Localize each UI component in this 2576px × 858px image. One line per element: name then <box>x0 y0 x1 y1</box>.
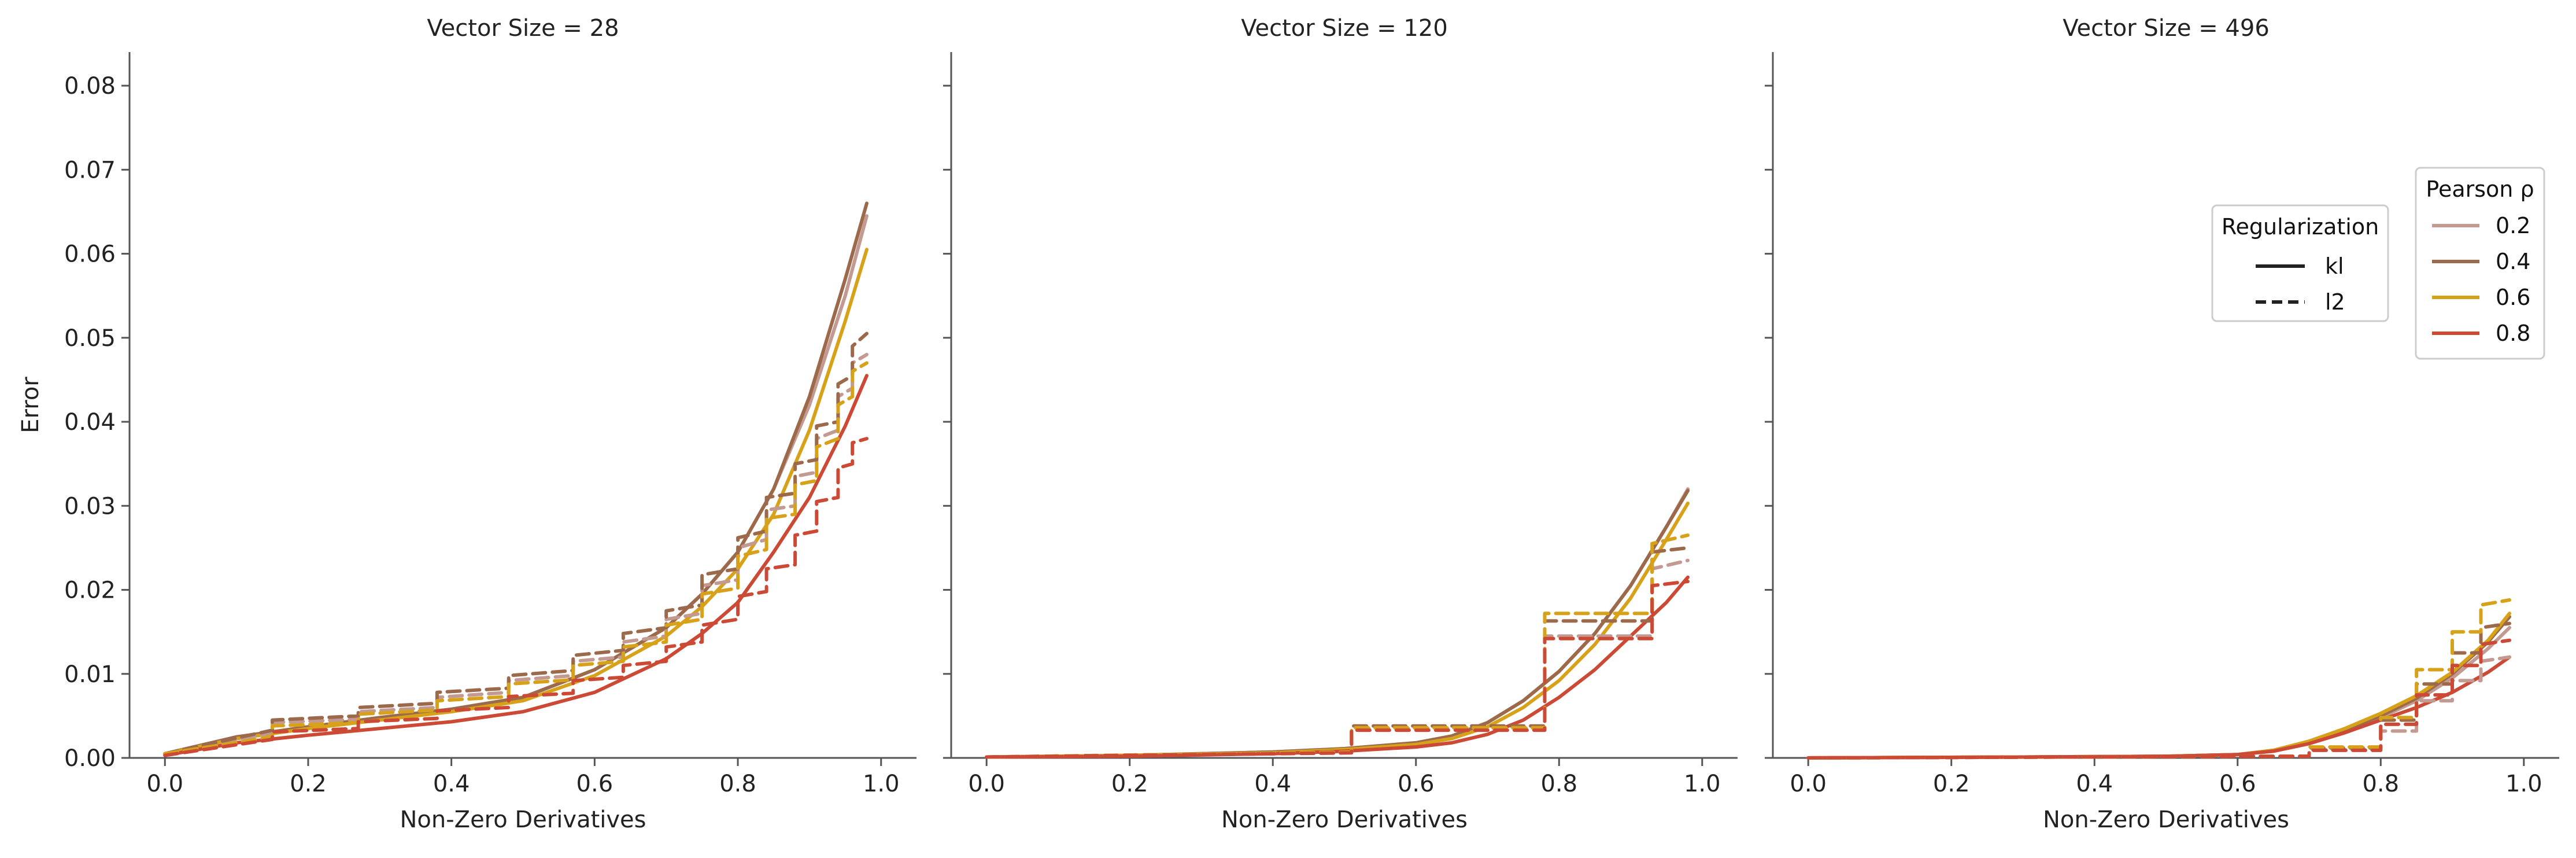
y-tick-label: 0.08 <box>64 73 116 100</box>
y-tick-label: 0.07 <box>64 157 116 183</box>
legend-label-kl: kl <box>2325 253 2344 279</box>
x-tick-label: 0.6 <box>1398 771 1435 797</box>
x-tick-label: 1.0 <box>1684 771 1721 797</box>
x-axis-title: Non-Zero Derivatives <box>2043 807 2289 833</box>
x-axis-title: Non-Zero Derivatives <box>400 807 646 833</box>
legend-pearson-box <box>2415 167 2545 360</box>
series-line-kl-rho-0-4 <box>1806 615 2511 760</box>
series-line-l2-rho-0-8 <box>985 580 1690 759</box>
x-axis-title: Non-Zero Derivatives <box>1221 807 1468 833</box>
x-tick-label: 0.0 <box>146 771 183 797</box>
x-tick-label: 0.2 <box>1111 771 1148 797</box>
series-line-l2-rho-0-6 <box>163 361 868 756</box>
series-line-kl-rho-0-4 <box>163 201 868 756</box>
series-line-l2-rho-0-4 <box>163 332 868 756</box>
series-line-kl-rho-0-2 <box>985 487 1690 759</box>
series-line-l2-rho-0-4 <box>1806 621 2511 760</box>
x-tick-label: 0.6 <box>576 771 613 797</box>
y-tick-label: 0.06 <box>64 241 116 268</box>
y-axis-title: Error <box>17 377 44 433</box>
y-tick-label: 0.03 <box>64 493 116 520</box>
legend-label-rho-0-8: 0.8 <box>2496 321 2530 346</box>
legend-label-rho-0-4: 0.4 <box>2496 249 2530 274</box>
x-tick-label: 0.2 <box>290 771 327 797</box>
series-line-kl-rho-0-4 <box>985 489 1690 759</box>
series-line-kl-rho-0-2 <box>163 214 868 756</box>
series-line-kl-rho-0-8 <box>163 374 868 757</box>
x-tick-label: 1.0 <box>2505 771 2542 797</box>
x-tick-label: 0.4 <box>1254 771 1291 797</box>
legend-regularization-box <box>2211 204 2389 322</box>
series-line-l2-rho-0-4 <box>985 546 1690 759</box>
x-tick-label: 0.8 <box>1540 771 1577 797</box>
y-tick-label: 0.04 <box>64 409 116 436</box>
y-tick-label: 0.02 <box>64 577 116 604</box>
series-line-kl-rho-0-2 <box>1806 625 2511 760</box>
x-tick-label: 0.2 <box>1933 771 1970 797</box>
series-line-kl-rho-0-6 <box>1806 612 2511 760</box>
panel-title: Vector Size = 496 <box>2063 15 2270 42</box>
legend-label-rho-0-6: 0.6 <box>2496 285 2530 310</box>
series-line-kl-rho-0-6 <box>985 501 1690 759</box>
y-tick-label: 0.00 <box>64 745 116 772</box>
panel-title: Vector Size = 120 <box>1241 15 1448 42</box>
x-tick-label: 0.8 <box>2362 771 2399 797</box>
x-tick-label: 0.0 <box>968 771 1005 797</box>
y-tick-label: 0.05 <box>64 325 116 352</box>
x-tick-label: 0.4 <box>2076 771 2113 797</box>
legend-pearson-title: Pearson ρ <box>2426 176 2534 202</box>
x-tick-label: 0.8 <box>719 771 756 797</box>
legend-label-l2: l2 <box>2325 289 2345 315</box>
panel-title: Vector Size = 28 <box>427 15 619 42</box>
series-line-kl-rho-0-8 <box>985 575 1690 759</box>
series-line-l2-rho-0-8 <box>163 437 868 757</box>
legend-regularization-title: Regularization <box>2222 214 2379 240</box>
x-tick-label: 0.6 <box>2219 771 2256 797</box>
series-line-l2-rho-0-2 <box>163 352 868 756</box>
y-tick-label: 0.01 <box>64 661 116 688</box>
series-line-l2-rho-0-8 <box>1806 638 2511 760</box>
x-tick-label: 0.0 <box>1790 771 1827 797</box>
series-line-l2-rho-0-6 <box>1806 598 2511 760</box>
legend-label-rho-0-2: 0.2 <box>2496 213 2530 238</box>
x-tick-label: 1.0 <box>863 771 900 797</box>
series-line-kl-rho-0-6 <box>163 248 868 756</box>
x-tick-label: 0.4 <box>433 771 470 797</box>
